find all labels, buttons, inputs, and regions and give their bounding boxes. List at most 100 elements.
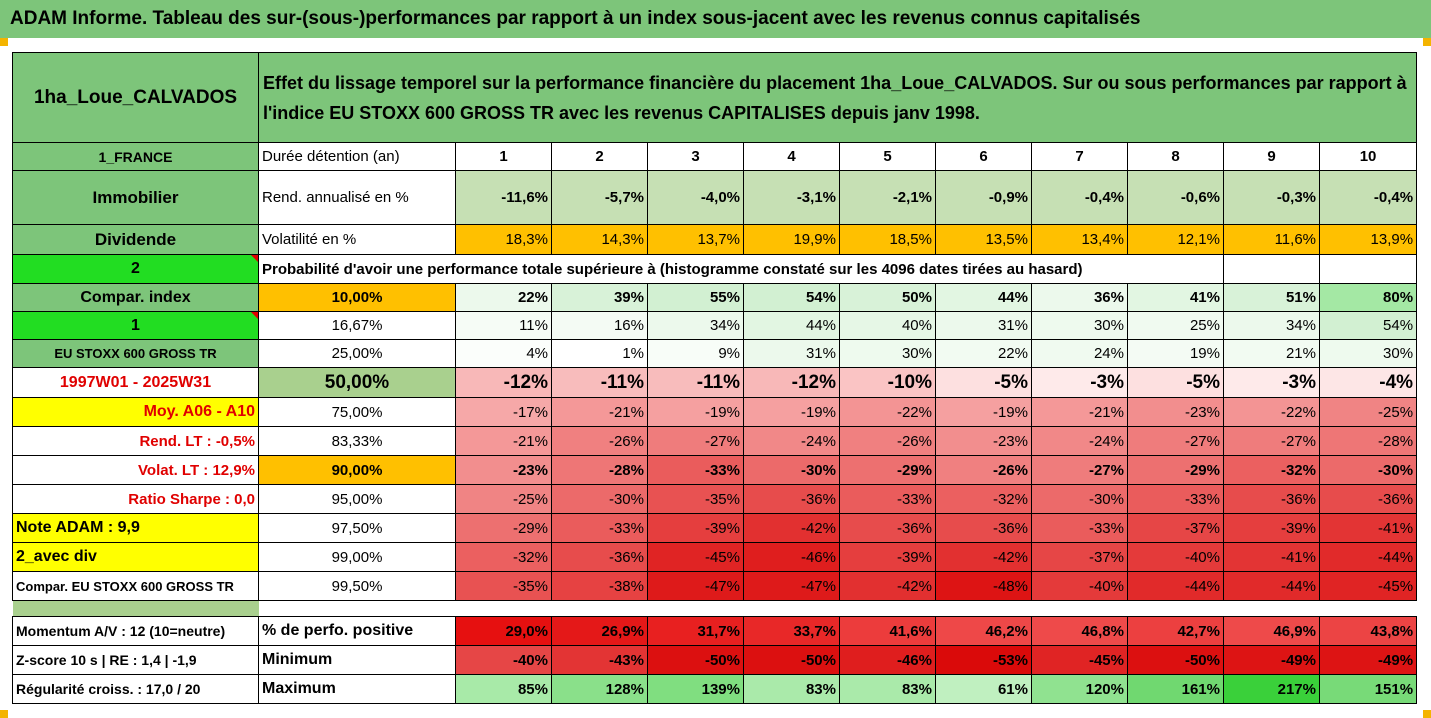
minimum-value: -50% — [1127, 645, 1224, 675]
proba-value: 21% — [1223, 339, 1320, 368]
proba-value: -22% — [1223, 397, 1320, 427]
year-header: 3 — [647, 142, 744, 171]
minimum-value: -46% — [839, 645, 936, 675]
proba-value: -19% — [935, 397, 1032, 427]
proba-value: 22% — [455, 283, 552, 312]
proba-value: -42% — [743, 513, 840, 543]
proba-value: -47% — [647, 571, 744, 601]
left-label-zscore: Z-score 10 s | RE : 1,4 | -1,9 — [12, 645, 259, 675]
header-description: Effet du lissage temporel sur la perform… — [257, 52, 1418, 143]
proba-value: -36% — [935, 513, 1032, 543]
proba-value: -25% — [1318, 397, 1418, 427]
proba-value: -39% — [1223, 513, 1320, 543]
perf-pos-value: 29,0% — [455, 616, 552, 646]
proba-value: 50% — [839, 283, 936, 312]
proba-value: 31% — [935, 311, 1032, 340]
rend-label: Rend. annualisé en % — [258, 170, 456, 225]
spacer-cell — [12, 600, 259, 617]
selector-two[interactable]: 2 — [12, 254, 259, 284]
proba-value: -17% — [455, 397, 552, 427]
proba-value: -41% — [1318, 513, 1418, 543]
maximum-value: 217% — [1223, 674, 1320, 704]
proba-value: -21% — [1031, 397, 1128, 427]
minimum-value: -49% — [1318, 645, 1418, 675]
perf-pos-label: % de perfo. positive — [258, 616, 456, 646]
proba-value: 55% — [647, 283, 744, 312]
proba-value: -36% — [743, 484, 840, 514]
proba-value: -36% — [551, 542, 648, 572]
threshold-value: 50,00% — [258, 367, 456, 398]
proba-value: -33% — [647, 455, 744, 485]
rend-value: -0,3% — [1223, 170, 1320, 225]
year-header: 4 — [743, 142, 840, 171]
proba-value: -35% — [647, 484, 744, 514]
proba-value: -40% — [1127, 542, 1224, 572]
perf-pos-value: 31,7% — [647, 616, 744, 646]
minimum-value: -53% — [935, 645, 1032, 675]
minimum-value: -50% — [647, 645, 744, 675]
proba-value: -12% — [455, 367, 552, 398]
year-header: 9 — [1223, 142, 1320, 171]
rend-value: -0,4% — [1318, 170, 1418, 225]
maximum-value: 85% — [455, 674, 552, 704]
placement-name: 1ha_Loue_CALVADOS — [12, 52, 259, 143]
proba-value: -32% — [935, 484, 1032, 514]
category-label: Immobilier — [12, 170, 259, 225]
proba-value: 24% — [1031, 339, 1128, 368]
empty-cell — [1223, 254, 1320, 284]
maximum-value: 61% — [935, 674, 1032, 704]
minimum-value: -43% — [551, 645, 648, 675]
proba-value: -29% — [839, 455, 936, 485]
left-label-moy: Moy. A06 - A10 — [12, 397, 259, 427]
threshold-value: 99,00% — [258, 542, 456, 572]
proba-value: 40% — [839, 311, 936, 340]
year-header: 6 — [935, 142, 1032, 171]
proba-value: -23% — [1127, 397, 1224, 427]
proba-value: -21% — [551, 397, 648, 427]
proba-value: -5% — [1127, 367, 1224, 398]
proba-value: -21% — [455, 426, 552, 456]
proba-value: -11% — [647, 367, 744, 398]
left-label-one[interactable]: 1 — [12, 311, 259, 340]
report-title: ADAM Informe. Tableau des sur-(sous-)per… — [0, 0, 1431, 38]
left-label-sharpe: Ratio Sharpe : 0,0 — [12, 484, 259, 514]
proba-value: -42% — [935, 542, 1032, 572]
proba-value: -36% — [1318, 484, 1418, 514]
volat-value: 13,7% — [647, 224, 744, 255]
proba-value: -12% — [743, 367, 840, 398]
rend-value: -4,0% — [647, 170, 744, 225]
rend-value: -11,6% — [455, 170, 552, 225]
duree-label: Durée détention (an) — [258, 142, 456, 171]
proba-value: -23% — [935, 426, 1032, 456]
proba-value: -26% — [839, 426, 936, 456]
proba-value: -30% — [743, 455, 840, 485]
maximum-value: 83% — [839, 674, 936, 704]
proba-value: -32% — [455, 542, 552, 572]
proba-value: 36% — [1031, 283, 1128, 312]
proba-value: 51% — [1223, 283, 1320, 312]
proba-value: 30% — [1031, 311, 1128, 340]
perf-pos-value: 43,8% — [1318, 616, 1418, 646]
left-label-regularite: Régularité croiss. : 17,0 / 20 — [12, 674, 259, 704]
maximum-value: 83% — [743, 674, 840, 704]
proba-value: -39% — [839, 542, 936, 572]
proba-value: -33% — [839, 484, 936, 514]
proba-value: -42% — [839, 571, 936, 601]
dividend-label: Dividende — [12, 224, 259, 255]
maximum-value: 128% — [551, 674, 648, 704]
rend-value: -0,4% — [1031, 170, 1128, 225]
rend-value: -0,9% — [935, 170, 1032, 225]
minimum-value: -45% — [1031, 645, 1128, 675]
year-header: 2 — [551, 142, 648, 171]
proba-value: -23% — [455, 455, 552, 485]
proba-value: -37% — [1127, 513, 1224, 543]
year-header: 5 — [839, 142, 936, 171]
proba-value: -27% — [1127, 426, 1224, 456]
rend-value: -5,7% — [551, 170, 648, 225]
proba-value: -19% — [743, 397, 840, 427]
perf-pos-value: 41,6% — [839, 616, 936, 646]
volat-label: Volatilité en % — [258, 224, 456, 255]
proba-value: 34% — [1223, 311, 1320, 340]
maximum-value: 139% — [647, 674, 744, 704]
proba-value: 54% — [1318, 311, 1418, 340]
